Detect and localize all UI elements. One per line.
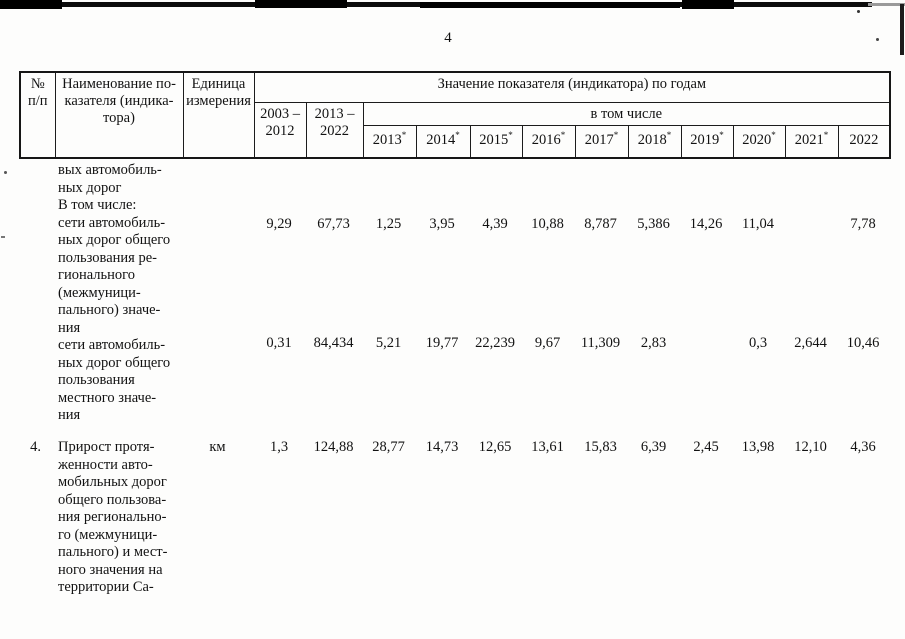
col-header-2013-2022: 2013 – 2022	[305, 101, 364, 159]
scan-noise-dot	[857, 10, 860, 13]
value-cell: 1,25	[375, 216, 402, 232]
scan-noise-dot	[876, 38, 879, 41]
page-number: 4	[444, 30, 452, 46]
indicator-values-table-header: № п/п Наименование по- казателя (индика-…	[19, 71, 892, 159]
year-label: 2019	[690, 131, 720, 148]
value-cell: 5,386	[637, 216, 670, 232]
value-cell: 13,61	[531, 439, 564, 455]
value-cell: 4,39	[482, 216, 508, 232]
value-cell: 5,21	[375, 335, 402, 351]
scan-artifact-segment	[682, 0, 734, 9]
year-label: 2013	[372, 131, 402, 148]
value-cell: 10,46	[846, 335, 880, 351]
footnote-asterisk: *	[771, 129, 776, 140]
value-cell: 12,10	[794, 439, 827, 455]
col-header-including: в том числе	[362, 101, 891, 126]
year-column-header-2013: 2013*	[362, 124, 417, 159]
year-column-header-2020: 2020*	[732, 124, 786, 159]
footnote-asterisk: *	[823, 129, 829, 140]
value-cell: 14,73	[425, 439, 459, 455]
value-cell: 4,36	[850, 439, 876, 455]
year-label: 2018	[637, 131, 667, 148]
value-cell: 10,88	[531, 216, 564, 232]
col-header-values-by-year: Значение показателя (индикатора) по года…	[253, 71, 891, 103]
year-column-header-2022: 2022	[837, 124, 891, 159]
value-cell: 1,3	[269, 439, 289, 455]
col-header-indicator-name: Наименование по- казателя (индика- тора)	[54, 71, 184, 159]
value-cell: 8,787	[584, 216, 617, 232]
value-cell: 2,45	[693, 439, 719, 455]
year-column-header-2019: 2019*	[680, 124, 734, 159]
value-row-local-network: 0,31 84,434 5,21 19,77 22,239 9,67 11,30…	[253, 335, 889, 353]
value-cell: 0,3	[748, 335, 768, 351]
row4-unit: км	[209, 439, 226, 455]
value-cell: 13,98	[741, 439, 775, 455]
row4-indicator-name: Прирост протя- женности авто- мобильных …	[58, 439, 168, 595]
value-cell: 67,73	[317, 216, 350, 232]
year-column-header-2015: 2015*	[469, 124, 523, 159]
year-label: 2017	[584, 131, 614, 148]
value-cell: 9,67	[534, 335, 561, 351]
value-row-4: 1,3 124,88 28,77 14,73 12,65 13,61 15,83…	[253, 439, 889, 457]
value-cell: 22,239	[475, 335, 515, 351]
row4-number: 4.	[30, 439, 41, 455]
footnote-asterisk: *	[455, 129, 460, 140]
footnote-asterisk: *	[401, 129, 407, 140]
value-cell: 0,31	[266, 335, 292, 351]
value-cell: 11,04	[741, 216, 775, 232]
scan-artifact-segment	[0, 0, 62, 9]
value-cell: 84,434	[313, 335, 354, 351]
value-cell	[784, 216, 837, 234]
year-column-header-2016: 2016*	[521, 124, 576, 159]
value-cell: 3,95	[429, 216, 455, 232]
value-cell: 11,309	[580, 335, 621, 351]
value-cell: 2,644	[794, 335, 827, 351]
value-cell: 124,88	[313, 439, 354, 455]
value-cell: 19,77	[425, 335, 459, 351]
footnote-asterisk: *	[719, 129, 724, 140]
value-cell: 14,26	[689, 216, 723, 232]
value-cell: 6,39	[640, 439, 667, 455]
scan-noise-dot	[1, 236, 5, 238]
value-cell: 28,77	[372, 439, 405, 455]
year-column-header-2021: 2021*	[784, 124, 839, 159]
footnote-asterisk: *	[613, 129, 619, 140]
year-label: 2020	[742, 131, 772, 148]
col-header-unit: Единица измерения	[182, 71, 255, 159]
value-cell: 12,65	[478, 439, 512, 455]
year-label: 2016	[531, 131, 561, 148]
scan-artifact-segment	[868, 3, 905, 6]
year-column-header-2017: 2017*	[574, 124, 629, 159]
value-cell: 15,83	[584, 439, 617, 455]
year-label: 2014	[426, 131, 456, 148]
scan-artifact-segment	[420, 2, 680, 8]
footnote-asterisk: *	[560, 129, 566, 140]
footnote-asterisk: *	[666, 129, 672, 140]
scan-artifact-top-edge	[0, 0, 905, 9]
value-cell	[680, 335, 732, 353]
value-cell: 2,83	[640, 335, 667, 351]
year-column-header-2014: 2014*	[415, 124, 471, 159]
value-cell: 9,29	[266, 216, 292, 232]
scan-artifact-segment	[255, 0, 347, 8]
scan-artifact-right-edge	[900, 4, 904, 55]
col-header-row-number: № п/п	[19, 71, 56, 159]
year-label: 2021	[794, 131, 824, 148]
year-column-header-2018: 2018*	[627, 124, 682, 159]
footnote-asterisk: *	[508, 129, 513, 140]
value-row-regional-network: 9,29 67,73 1,25 3,95 4,39 10,88 8,787 5,…	[253, 216, 889, 234]
scan-noise-dot	[4, 171, 7, 174]
value-cell: 7,78	[850, 216, 876, 232]
col-header-2003-2012: 2003 – 2012	[253, 101, 307, 159]
indicator-name-continuation: вых автомобиль- ных дорог В том числе: с…	[58, 162, 171, 423]
year-label: 2022	[849, 131, 879, 148]
year-label: 2015	[479, 131, 509, 148]
